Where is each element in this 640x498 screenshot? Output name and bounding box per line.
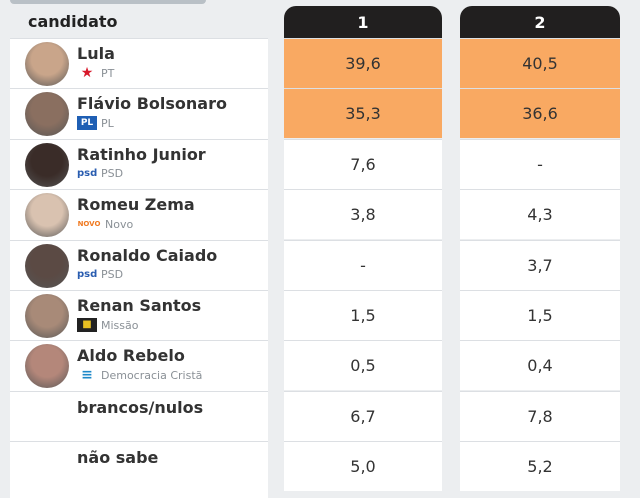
value-cell-col2: 36,6 [460,88,620,139]
psd-logo-icon: psd [77,167,98,179]
party: ★ PT [77,65,115,81]
value-cell-col1: 0,5 [284,340,442,391]
party: NOVO Novo [77,217,134,231]
value-cell-col2: 5,2 [460,441,620,492]
party: psd PSD [77,268,123,282]
value-cell-col2: 3,7 [460,239,620,290]
candidate-column-header: candidato [28,12,118,31]
party: ≡ Democracia Cristã [77,368,202,382]
value-cell-col1: 5,0 [284,441,442,492]
avatar [25,344,69,389]
party-name: PT [101,66,115,80]
value-cell-col1: 1,5 [284,290,442,340]
column-header-2: 2 [460,6,620,39]
party-name: PSD [101,268,124,282]
table-row: Ratinho Junior psd PSD [10,138,268,189]
table-row: não sabe [10,441,268,491]
candidate-name: Lula [77,44,115,63]
value-cell-col1: 39,6 [284,38,442,88]
table-row: Aldo Rebelo ≡ Democracia Cristã [10,340,268,390]
value-cell-col2: 0,4 [460,340,620,391]
candidate-name: Flávio Bolsonaro [77,94,227,114]
party-name: PL [101,116,114,130]
party: PL PL [77,116,114,131]
pl-logo-icon: PL [77,116,97,131]
candidate-name: Renan Santos [77,296,202,315]
candidate-name: Ronaldo Caiado [77,245,218,265]
candidate-name: brancos/nulos [77,397,204,417]
value-cell-col1: 3,8 [284,189,442,240]
value-cell-col2: 40,5 [460,38,620,88]
table-row: Romeu Zema NOVO Novo [10,189,268,239]
pt-star-logo-icon: ★ [80,65,94,81]
column-header-1: 1 [284,6,442,39]
value-cell-col2: 4,3 [460,189,620,240]
table-row: brancos/nulos [10,390,268,441]
top-bar [10,0,206,4]
avatar [25,142,69,187]
candidate-name: não sabe [77,448,159,468]
table-row: Lula ★ PT [10,38,268,88]
table-row: Renan Santos ■ Missão [10,290,268,340]
party: ■ Missão [77,318,138,332]
candidate-name: Romeu Zema [77,195,195,215]
value-cell-col2: 1,5 [460,290,620,340]
avatar [25,193,69,238]
party-name: Missão [101,318,139,332]
table-row: Ronaldo Caiado psd PSD [10,239,268,290]
avatar [25,243,69,288]
value-cell-col2: - [460,138,620,189]
psd-logo-icon: psd [77,268,98,280]
missao-logo-icon: ■ [77,318,97,332]
value-cell-col2: 7,8 [460,390,620,441]
value-cell-col1: 6,7 [284,390,442,441]
novo-logo-icon: NOVO [77,220,101,229]
value-cell-col1: - [284,239,442,290]
party: psd PSD [77,167,123,181]
candidate-name: Ratinho Junior [77,144,206,164]
dc-logo-icon: ≡ [81,367,93,384]
value-cell-col1: 35,3 [284,88,442,139]
value-cell-col1: 7,6 [284,138,442,189]
table-row: Flávio Bolsonaro PL PL [10,88,268,138]
party-name: Novo [105,217,134,231]
avatar [25,42,69,86]
candidate-name: Aldo Rebelo [77,346,185,366]
party-name: PSD [101,167,124,181]
party-name: Democracia Cristã [101,368,203,382]
avatar [25,92,69,137]
avatar [25,294,69,338]
